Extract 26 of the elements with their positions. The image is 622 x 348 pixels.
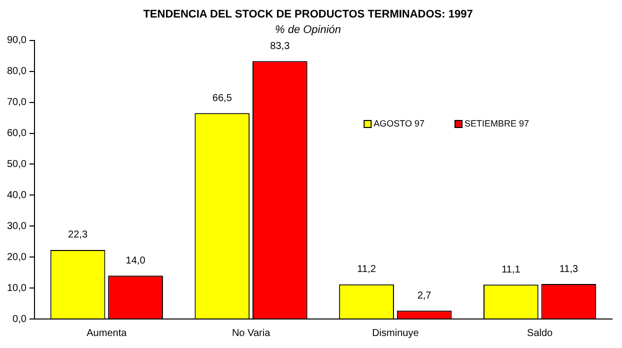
data-label: 2,7 [417, 290, 432, 302]
data-label: 11,3 [559, 264, 578, 275]
x-tick-label: Aumenta [86, 328, 128, 339]
x-tick-label: No Varia [232, 328, 271, 339]
y-tick-label: 80,0 [6, 66, 27, 78]
data-label: 66,5 [212, 92, 232, 104]
x-tick-label: Saldo [527, 328, 554, 339]
legend-label: AGOSTO 97 [374, 118, 425, 128]
y-tick-label: 0,0 [12, 314, 27, 325]
y-tick-label: 40,0 [6, 190, 27, 201]
y-tick-label: 60,0 [6, 128, 27, 140]
data-label: 22,3 [68, 230, 88, 241]
data-label: 11,1 [502, 264, 521, 276]
y-tick-label: 30,0 [6, 220, 27, 232]
legend-label: SETIEMBRE 97 [464, 118, 530, 128]
data-label: 83,3 [270, 40, 290, 52]
y-tick-label: 10,0 [6, 282, 27, 294]
y-tick-label: 50,0 [6, 158, 27, 170]
y-tick-label: 70,0 [6, 97, 27, 108]
y-tick-label: 20,0 [6, 252, 27, 263]
data-label: 11,2 [357, 264, 376, 276]
data-label: 14,0 [126, 255, 146, 266]
y-tick-label: 90,0 [6, 35, 27, 46]
chart-subtitle: % de Opinión [274, 24, 342, 36]
x-tick-label: Disminuye [372, 328, 420, 339]
chart-title: TENDENCIA DEL STOCK DE PRODUCTOS TERMINADOS: 1997 [143, 8, 473, 21]
